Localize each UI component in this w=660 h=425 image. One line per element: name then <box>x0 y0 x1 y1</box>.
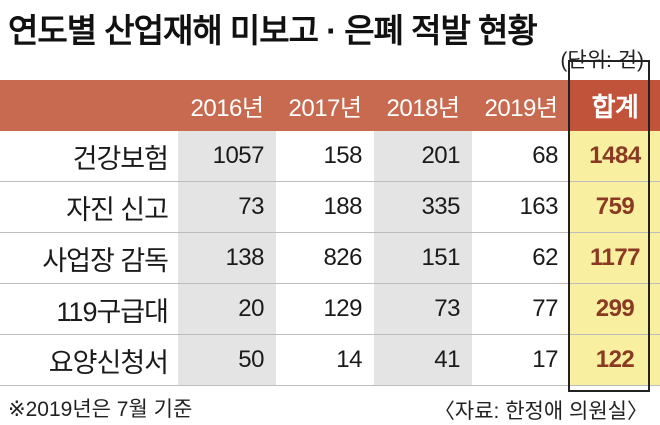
cell-2019: 163 <box>472 181 570 233</box>
cell-2018: 335 <box>374 181 472 233</box>
cell-2016: 138 <box>178 232 276 284</box>
cell-2016: 1057 <box>178 131 276 182</box>
cell-2019: 62 <box>472 232 570 284</box>
cell-total: 1484 <box>570 131 660 182</box>
data-table-container: 2016년 2017년 2018년 2019년 합계 건강보험 1057 158… <box>0 80 660 386</box>
row-label: 사업장 감독 <box>0 232 178 284</box>
cell-2018: 151 <box>374 232 472 284</box>
cell-2019: 17 <box>472 334 570 386</box>
table-row: 자진 신고 73 188 335 163 759 <box>0 181 660 233</box>
unit-label: (단위: 건) <box>560 49 644 72</box>
header-2019: 2019년 <box>472 80 570 131</box>
source-credit: 〈자료: 한정애 의원실〉 <box>433 400 648 423</box>
header-2017: 2017년 <box>276 80 374 131</box>
table-row: 사업장 감독 138 826 151 62 1177 <box>0 232 660 284</box>
row-label: 119구급대 <box>0 283 178 335</box>
cell-2018: 73 <box>374 283 472 335</box>
cell-2016: 50 <box>178 334 276 386</box>
cell-2017: 158 <box>276 131 374 182</box>
row-label: 건강보험 <box>0 131 178 182</box>
header-2018: 2018년 <box>374 80 472 131</box>
cell-total: 299 <box>570 283 660 335</box>
cell-2016: 20 <box>178 283 276 335</box>
cell-2017: 129 <box>276 283 374 335</box>
header-row: 2016년 2017년 2018년 2019년 합계 <box>0 80 660 131</box>
cell-total: 1177 <box>570 232 660 284</box>
footnote: ※2019년은 7월 기준 <box>8 398 193 421</box>
row-label: 자진 신고 <box>0 181 178 233</box>
header-corner <box>0 80 178 131</box>
cell-2018: 41 <box>374 334 472 386</box>
row-label: 요양신청서 <box>0 334 178 386</box>
cell-2017: 14 <box>276 334 374 386</box>
header-2016: 2016년 <box>178 80 276 131</box>
table-row: 요양신청서 50 14 41 17 122 <box>0 334 660 386</box>
cell-2019: 68 <box>472 131 570 182</box>
cell-2017: 188 <box>276 181 374 233</box>
cell-2019: 77 <box>472 283 570 335</box>
data-table: 2016년 2017년 2018년 2019년 합계 건강보험 1057 158… <box>0 80 660 386</box>
cell-total: 122 <box>570 334 660 386</box>
cell-2016: 73 <box>178 181 276 233</box>
cell-2018: 201 <box>374 131 472 182</box>
table-row: 건강보험 1057 158 201 68 1484 <box>0 131 660 182</box>
table-row: 119구급대 20 129 73 77 299 <box>0 283 660 335</box>
header-total: 합계 <box>570 80 660 131</box>
chart-title: 연도별 산업재해 미보고 · 은폐 적발 현황 <box>8 12 538 49</box>
cell-total: 759 <box>570 181 660 233</box>
cell-2017: 826 <box>276 232 374 284</box>
